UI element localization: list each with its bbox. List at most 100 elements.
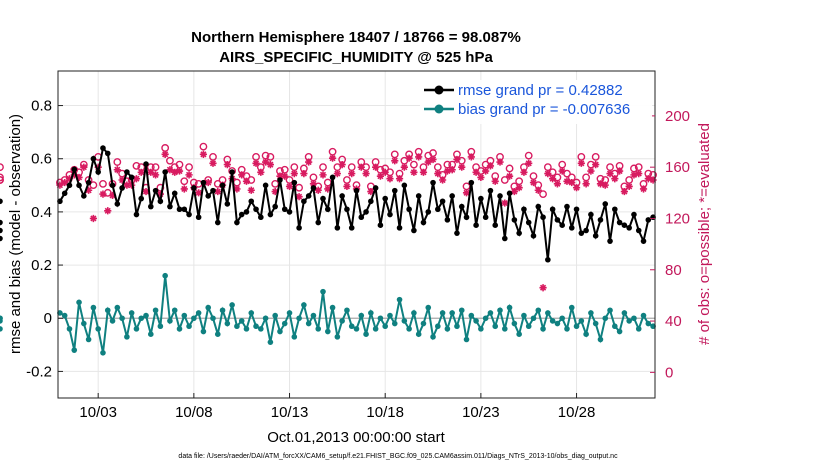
bias-point [554,320,561,327]
y2-tick-label: 120 [665,210,690,227]
rmse-point [305,193,312,199]
rmse-point [425,209,432,215]
bias-point [296,315,302,322]
obs-evaluated-marker [123,181,131,189]
bias-point [229,302,235,308]
obs-evaluated-marker [563,177,571,185]
obs-evaluated-marker [453,155,461,164]
bias-point [463,336,470,343]
bias-point [128,310,135,316]
bias-point [415,331,422,337]
plot-area [58,71,655,398]
bias-point [119,315,125,322]
rmse-point [109,182,116,189]
rmse-point [449,193,455,199]
obs-evaluated-marker [171,168,179,176]
rmse-point [631,211,637,218]
rmse-point [583,227,589,234]
rmse-point [291,179,298,186]
rmse-point [124,169,130,175]
rmse-point [612,206,618,213]
rmse-point [76,182,82,189]
obs-evaluated-marker [324,185,332,193]
bias-point [468,312,475,319]
bias-point [406,326,412,332]
bias-point [454,323,460,330]
obs-evaluated-marker [616,167,624,175]
obs-evaluated-marker [242,177,251,185]
rmse-point [616,219,623,226]
obs-evaluated-marker [443,167,451,175]
rmse-point [114,201,121,207]
bias-point [391,320,398,327]
obs-possible-marker [99,179,107,188]
bias-point [497,307,503,314]
rmse-point [200,179,207,186]
obs-evaluated-marker [56,181,64,189]
obs-evaluated-marker [290,169,298,178]
bias-point [482,315,489,322]
bias-point [200,328,207,335]
rmse-point [0,198,3,205]
obs-evaluated-marker [343,182,351,191]
bias-point [243,326,250,332]
obs-evaluated-marker [295,193,303,201]
bias-point [167,318,173,324]
bias-point [545,310,551,316]
bias-point [339,318,345,324]
bias-point [377,315,384,322]
rmse-point [243,209,250,215]
obs-evaluated-marker [156,190,164,198]
bias-point [511,320,518,327]
rmse-point [0,227,3,234]
x-axis-label: Oct.01,2013 00:00:00 start [267,429,445,446]
obs-evaluated-marker [582,180,590,188]
obs-evaluated-marker [419,168,428,176]
obs-possible-marker [539,190,547,199]
bias-point [358,312,365,319]
rmse-point [530,233,537,239]
bias-point [71,347,78,353]
rmse-point [521,206,527,213]
obs-evaluated-marker [89,214,97,223]
obs-evaluated-marker [577,159,585,167]
bias-point [272,312,278,319]
obs-possible-marker [180,177,189,186]
rmse-point [344,206,350,213]
y2-tick-label: 0 [665,364,673,381]
obs-evaluated-marker [462,189,471,197]
y2-tick-label: 160 [665,159,690,176]
obs-evaluated-marker [266,161,274,169]
bias-point [516,331,522,337]
obs-evaluated-marker [61,178,69,187]
rmse-point [640,238,647,244]
obs-evaluated-marker [395,175,404,183]
bias-point [334,334,341,340]
bias-point [219,307,226,314]
rmse-point [224,201,231,207]
obs-possible-marker [266,153,275,161]
rmse-point [324,206,331,213]
bias-point [181,312,188,319]
rmse-point [439,198,446,205]
bias-point [387,312,393,319]
rmse-point [478,195,484,202]
bias-point [578,318,585,324]
rmse-point [334,225,341,231]
bias-point [363,331,369,337]
rmse-point [415,193,422,199]
obs-evaluated-marker [482,167,490,175]
rmse-point [473,222,479,228]
bias-point [157,323,164,330]
bias-point [90,304,97,311]
obs-evaluated-marker [147,168,155,176]
chart-title-line1: Northern Hemisphere 18407 / 18766 = 98.0… [191,29,521,46]
bias-point [583,331,589,337]
obs-evaluated-marker [477,173,485,182]
rmse-point [363,209,369,215]
obs-evaluated-marker [104,207,112,215]
rmse-point [267,211,274,218]
obs-evaluated-marker [391,157,399,165]
rmse-point [368,198,374,205]
